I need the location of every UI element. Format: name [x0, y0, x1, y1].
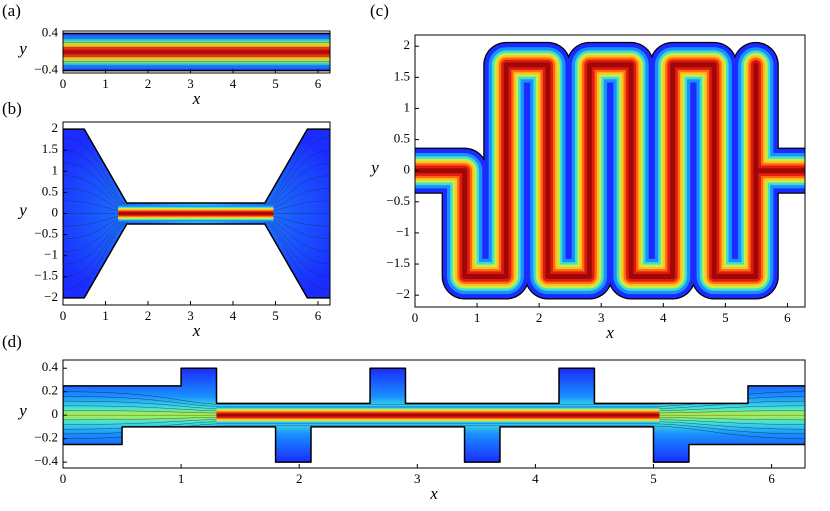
x-axis-label: x: [192, 321, 201, 340]
x-tick-label: 3: [187, 308, 194, 323]
y-tick-label: −0.5: [386, 193, 410, 208]
panel-label: (b): [2, 99, 22, 118]
y-tick-label: −1.5: [34, 268, 58, 283]
x-tick-label: 1: [102, 76, 109, 91]
y-tick-label: 0.5: [42, 183, 58, 198]
y-axis-label: y: [17, 200, 27, 219]
y-tick-label: −0.2: [34, 430, 58, 445]
x-tick-label: 1: [474, 310, 481, 325]
x-tick-label: 0: [412, 310, 419, 325]
field: [63, 367, 805, 463]
y-tick-label: −2: [44, 289, 58, 304]
x-tick-label: 0: [60, 76, 67, 91]
field: [63, 32, 330, 72]
y-tick-label: 1: [404, 99, 411, 114]
x-tick-label: 3: [414, 471, 421, 486]
x-tick-label: 4: [230, 308, 237, 323]
x-tick-label: 2: [145, 308, 152, 323]
x-tick-label: 5: [650, 471, 657, 486]
y-tick-label: −0.5: [34, 226, 58, 241]
y-tick-label: 0: [404, 162, 411, 177]
y-tick-label: 0.2: [42, 383, 58, 398]
channel: [63, 33, 330, 71]
y-axis-label: y: [17, 401, 27, 420]
x-tick-label: 6: [768, 471, 775, 486]
y-tick-label: −1: [396, 224, 410, 239]
y-axis-label: y: [369, 158, 379, 177]
field-band: [415, 62, 805, 279]
y-tick-label: 0.4: [42, 359, 59, 374]
x-tick-label: 4: [230, 76, 237, 91]
y-tick-label: 0: [52, 406, 59, 421]
x-tick-label: 6: [315, 308, 322, 323]
x-tick-label: 0: [60, 308, 67, 323]
y-tick-label: −1.5: [386, 255, 410, 270]
x-tick-label: 3: [187, 76, 194, 91]
y-tick-label: 0: [52, 204, 59, 219]
y-tick-label: 0.5: [394, 131, 410, 146]
y-tick-label: −0.4: [34, 62, 58, 77]
x-tick-label: 1: [102, 308, 109, 323]
y-tick-label: −0.4: [34, 453, 58, 468]
y-tick-label: 1.5: [42, 141, 58, 156]
x-tick-label: 5: [272, 308, 279, 323]
x-tick-label: 0: [60, 471, 67, 486]
y-tick-label: −2: [396, 286, 410, 301]
field: [63, 128, 330, 299]
x-tick-label: 5: [272, 76, 279, 91]
wall: [63, 367, 805, 463]
y-tick-label: 0.4: [42, 24, 59, 39]
x-tick-label: 5: [722, 310, 729, 325]
field: [415, 41, 805, 300]
x-tick-label: 4: [660, 310, 667, 325]
panel-label: (a): [2, 1, 21, 20]
y-tick-label: 2: [52, 120, 59, 135]
x-tick-label: 4: [532, 471, 539, 486]
x-axis-label: x: [192, 89, 201, 108]
x-tick-label: 6: [315, 76, 322, 91]
x-axis-label: x: [429, 484, 438, 503]
y-tick-label: −1: [44, 247, 58, 262]
y-tick-label: 1.5: [394, 68, 410, 83]
y-axis-label: y: [17, 39, 27, 58]
plot-frame: [62, 359, 806, 469]
x-tick-label: 2: [145, 76, 152, 91]
y-tick-label: 2: [404, 37, 411, 52]
plot-frame: [62, 30, 331, 74]
x-tick-label: 3: [598, 310, 605, 325]
x-tick-label: 6: [784, 310, 791, 325]
panel-label: (c): [370, 1, 389, 20]
y-tick-label: 1: [52, 162, 59, 177]
x-tick-label: 2: [536, 310, 543, 325]
x-axis-label: x: [605, 323, 614, 342]
panel-label: (d): [2, 332, 22, 351]
x-tick-label: 2: [296, 471, 303, 486]
x-tick-label: 1: [178, 471, 185, 486]
